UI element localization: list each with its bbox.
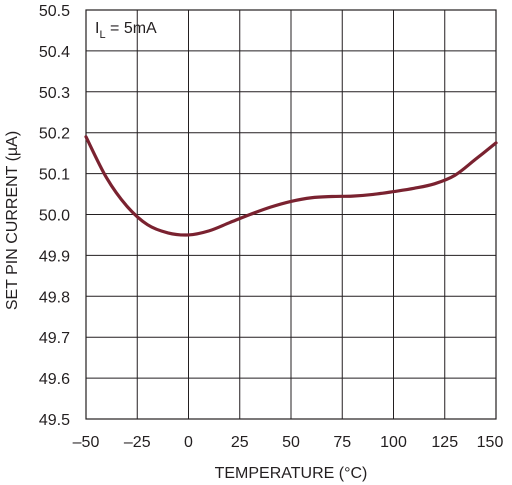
x-axis-title: TEMPERATURE (°C) (215, 465, 368, 482)
load-current-annotation: IL = 5mA (95, 20, 157, 41)
x-tick-label: 75 (333, 434, 351, 451)
y-tick-label: 50.2 (39, 126, 70, 143)
annotation-symbol: I (95, 20, 99, 37)
x-tick-label: 0 (184, 434, 193, 451)
y-tick-labels: 49.5 49.6 49.7 49.8 49.9 50.0 50.1 50.2 50.3 50.4… (39, 3, 70, 429)
x-tick-labels: –50 –25 0 25 50 75 100 125 150 (73, 434, 504, 451)
annotation-text: = 5mA (106, 20, 157, 37)
y-axis-title: SET PIN CURRENT (µA) (4, 131, 21, 310)
x-tick-label: 100 (380, 434, 407, 451)
y-tick-label: 49.8 (39, 289, 70, 306)
y-tick-label: 50.4 (39, 44, 70, 61)
y-tick-label: 50.0 (39, 208, 70, 225)
grid (85, 9, 497, 420)
series-line (84, 135, 498, 237)
y-tick-label: 49.7 (39, 330, 70, 347)
x-tick-label: 25 (231, 434, 249, 451)
x-tick-label: –50 (73, 434, 100, 451)
annotation-subscript: L (99, 29, 105, 41)
plot-frame (85, 9, 497, 420)
x-tick-label: 150 (477, 434, 504, 451)
x-tick-label: 125 (431, 434, 458, 451)
y-tick-label: 50.3 (39, 85, 70, 102)
x-tick-label: –25 (124, 434, 151, 451)
y-tick-label: 50.1 (39, 167, 70, 184)
x-tick-label: 50 (282, 434, 300, 451)
y-tick-label: 49.9 (39, 248, 70, 265)
y-tick-label: 49.6 (39, 371, 70, 388)
y-tick-label: 49.5 (39, 412, 70, 429)
y-tick-label: 50.5 (39, 3, 70, 20)
